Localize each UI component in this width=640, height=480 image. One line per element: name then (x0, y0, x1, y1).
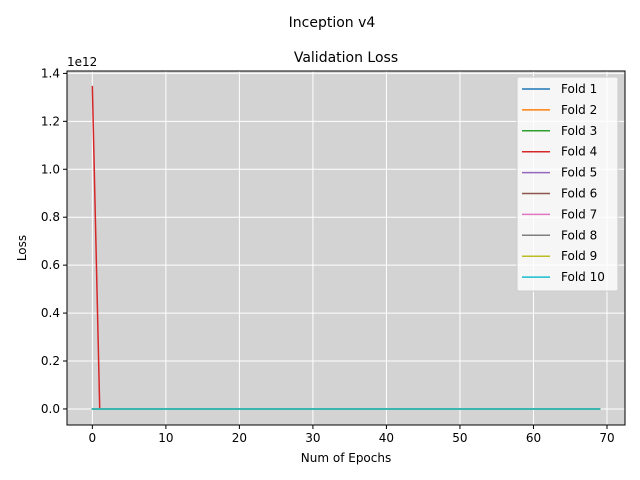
x-tick-label: 10 (158, 431, 173, 445)
x-tick-label: 50 (452, 431, 467, 445)
legend-label: Fold 4 (561, 145, 597, 159)
x-tick-label: 60 (526, 431, 541, 445)
x-tick-label: 0 (89, 431, 97, 445)
x-axis: 0 10 20 30 40 50 60 70 (89, 425, 615, 445)
x-tick-label: 20 (232, 431, 247, 445)
y-axis-label: Loss (15, 235, 29, 261)
legend-label: Fold 10 (561, 270, 605, 284)
y-tick-label: 1.2 (41, 114, 60, 128)
y-axis: 0.0 0.2 0.4 0.6 0.8 1.0 1.2 1.4 (41, 66, 67, 416)
y-tick-label: 0.6 (41, 258, 60, 272)
legend-label: Fold 8 (561, 228, 597, 242)
legend-label: Fold 6 (561, 187, 597, 201)
y-tick-label: 0.2 (41, 354, 60, 368)
legend-label: Fold 5 (561, 166, 597, 180)
y-offset-text: 1e12 (67, 55, 97, 69)
legend-label: Fold 1 (561, 82, 597, 96)
x-axis-label: Num of Epochs (301, 451, 391, 465)
plot-frame (66, 70, 626, 426)
figure-suptitle: Inception v4 (289, 15, 376, 31)
chart-title: Validation Loss (294, 50, 398, 66)
y-tick-label: 0.4 (41, 306, 60, 320)
legend-label: Fold 9 (561, 249, 597, 263)
y-tick-label: 0.0 (41, 402, 60, 416)
legend-label: Fold 3 (561, 124, 597, 138)
legend: Fold 1 Fold 2 Fold 3 Fold 4 Fold 5 Fold 6 Fold… (516, 76, 619, 292)
y-tick-label: 1.4 (41, 66, 60, 80)
x-tick-label: 70 (599, 431, 614, 445)
y-tick-label: 0.8 (41, 210, 60, 224)
x-tick-label: 40 (379, 431, 394, 445)
legend-label: Fold 7 (561, 207, 597, 221)
series-lines (91, 85, 601, 410)
legend-label: Fold 2 (561, 103, 597, 117)
x-tick-label: 30 (305, 431, 320, 445)
y-tick-label: 1.0 (41, 162, 60, 176)
